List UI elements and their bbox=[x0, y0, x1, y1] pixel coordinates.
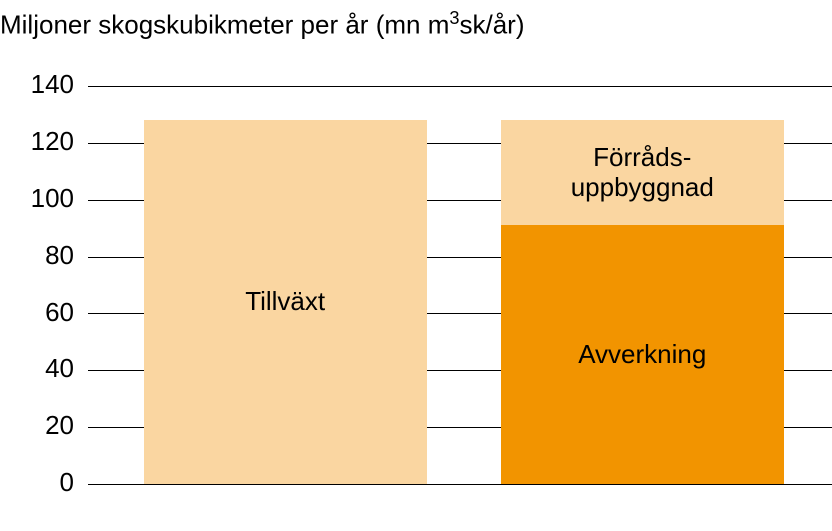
gridline bbox=[88, 484, 832, 485]
gridline bbox=[88, 86, 832, 87]
plot-area: 020406080100120140TillväxtAvverkningFörr… bbox=[88, 86, 832, 484]
chart-container: Miljoner skogskubikmeter per år (mn m3sk… bbox=[0, 0, 832, 531]
y-tick-label: 140 bbox=[0, 69, 74, 100]
y-tick-label: 20 bbox=[0, 410, 74, 441]
chart-title: Miljoner skogskubikmeter per år (mn m3sk… bbox=[0, 8, 524, 41]
y-tick-label: 80 bbox=[0, 240, 74, 271]
bar-tillvaxt: Tillväxt bbox=[144, 120, 427, 484]
y-tick-label: 60 bbox=[0, 297, 74, 328]
bar-segment: Avverkning bbox=[501, 225, 784, 484]
y-tick-label: 100 bbox=[0, 183, 74, 214]
y-tick-label: 0 bbox=[0, 467, 74, 498]
bar-segment: Förråds-uppbyggnad bbox=[501, 120, 784, 225]
y-tick-label: 120 bbox=[0, 126, 74, 157]
bar-segment: Tillväxt bbox=[144, 120, 427, 484]
y-tick-label: 40 bbox=[0, 353, 74, 384]
bar-avverkning-forrad: AvverkningFörråds-uppbyggnad bbox=[501, 120, 784, 484]
